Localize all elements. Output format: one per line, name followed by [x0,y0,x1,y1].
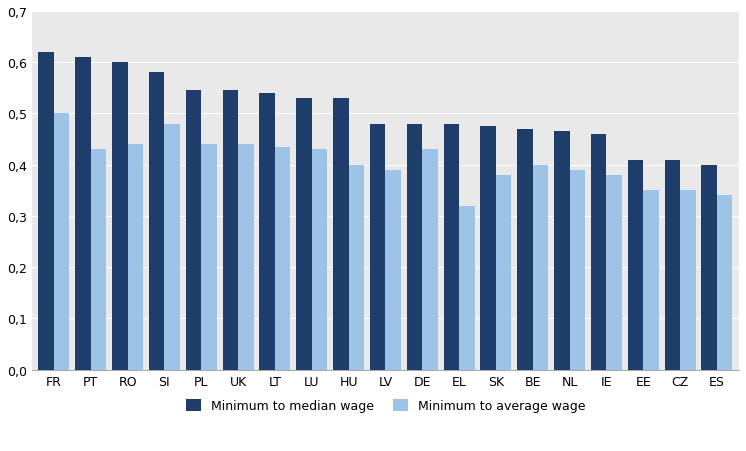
Bar [275,147,290,370]
Bar [149,73,164,370]
Bar [628,160,643,370]
Bar [312,150,327,370]
Bar [386,170,401,370]
Bar [407,124,422,370]
Bar [496,175,512,370]
Bar [591,135,606,370]
Bar [606,175,622,370]
Bar [570,170,585,370]
Bar [75,58,91,370]
Bar [517,129,533,370]
Bar [186,91,201,370]
Bar [459,206,474,370]
Bar [370,124,386,370]
Bar [39,53,54,370]
Bar [680,191,695,370]
Bar [112,63,128,370]
Bar [128,145,143,370]
Bar [554,132,570,370]
Bar [238,145,254,370]
Legend: Minimum to median wage, Minimum to average wage: Minimum to median wage, Minimum to avera… [181,394,590,417]
Bar [201,145,217,370]
Bar [444,124,459,370]
Bar [296,99,312,370]
Bar [164,124,180,370]
Bar [54,114,69,370]
Bar [333,99,348,370]
Bar [643,191,659,370]
Bar [91,150,106,370]
Bar [422,150,438,370]
Bar [348,166,364,370]
Bar [260,94,275,370]
Bar [480,127,496,370]
Bar [533,166,548,370]
Bar [665,160,680,370]
Bar [717,196,733,370]
Bar [701,166,717,370]
Bar [222,91,238,370]
